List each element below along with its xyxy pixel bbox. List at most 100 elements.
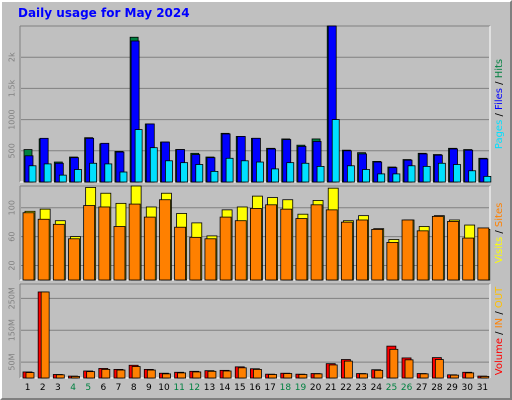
sites-bar (174, 226, 187, 281)
in-bar (177, 372, 187, 379)
legend-volume-in-out-part: / (494, 328, 505, 338)
legend-pages-files-hits-part: Hits (494, 59, 505, 78)
x-tick-label-day-1: 1 (25, 383, 31, 393)
y-tick-label: 1000 (8, 109, 17, 129)
in-bar (450, 374, 459, 379)
y-tick-label: 250M (8, 287, 17, 309)
legend-visits-sites: Visits / Sites (494, 203, 505, 264)
x-tick-label-day-9: 9 (146, 383, 152, 393)
pages-bar (89, 162, 98, 183)
pages-bar (58, 174, 67, 183)
pages-bar (453, 164, 461, 183)
pages-bar (195, 164, 204, 183)
in-bar (86, 371, 96, 379)
sites-bar (462, 237, 475, 281)
in-bar (162, 373, 171, 379)
sites-bar (280, 208, 293, 281)
pages-bar (74, 169, 82, 183)
x-tick-label-day-4: 4 (70, 383, 76, 393)
pages-bar (377, 173, 386, 183)
in-bar (207, 370, 217, 379)
in-bar (146, 369, 156, 379)
in-bar (404, 359, 414, 379)
sites-bar (356, 219, 368, 281)
sites-bar (143, 216, 156, 281)
pages-bar (240, 160, 249, 183)
y-tick-label: 20 (8, 260, 17, 270)
legend-visits-sites-part: Sites (494, 203, 505, 227)
in-bar (313, 373, 323, 379)
in-bar (298, 374, 308, 379)
x-tick-label-day-26: 26 (401, 383, 413, 393)
x-tick-label-day-27: 27 (416, 383, 427, 393)
in-bar (419, 373, 429, 379)
x-tick-label-day-30: 30 (462, 383, 474, 393)
legend-volume-in-out-part: Volume (494, 338, 505, 375)
sites-bar (128, 203, 141, 281)
pages-bar (362, 169, 370, 183)
legend-volume-in-out-part: OUT (494, 286, 505, 308)
legend-volume-in-out: Volume / IN / OUT (494, 286, 505, 375)
sites-bar (52, 223, 65, 281)
legend-visits-sites-part: Visits (494, 237, 505, 264)
legend-pages-files-hits-part: / (494, 78, 505, 88)
pages-bar (225, 157, 234, 183)
in-bar (131, 366, 141, 379)
in-bar (434, 359, 444, 379)
in-bar (71, 376, 80, 379)
in-bar (192, 371, 202, 379)
pages-bar (149, 147, 158, 183)
in-bar (465, 372, 475, 379)
sites-bar (219, 216, 232, 281)
legend-pages-files-hits-part: Files (494, 88, 505, 110)
x-tick-label-day-22: 22 (340, 383, 351, 393)
in-bar (222, 370, 232, 379)
sites-bar (234, 220, 247, 281)
sites-bar (477, 227, 490, 281)
sites-bar (431, 215, 444, 281)
sites-bar (325, 209, 338, 281)
sites-bar (159, 199, 171, 281)
pages-bar (119, 171, 128, 183)
x-tick-label-day-14: 14 (219, 383, 231, 393)
in-bar (268, 374, 277, 379)
sites-bar (310, 204, 323, 281)
pages-bar (407, 165, 416, 183)
pages-bar (104, 163, 113, 183)
in-bar (343, 360, 353, 379)
legend-pages-files-hits-part: Pages (494, 120, 505, 149)
sites-bar (98, 206, 111, 281)
x-tick-label-day-21: 21 (325, 383, 336, 393)
x-tick-label-day-23: 23 (355, 383, 366, 393)
pages-bar (43, 163, 52, 183)
x-tick-label-day-7: 7 (116, 383, 122, 393)
pages-bar (286, 162, 295, 183)
pages-bar (346, 165, 355, 183)
legend-pages-files-hits-part: / (494, 110, 505, 120)
sites-bar (386, 241, 399, 281)
in-bar (55, 374, 65, 379)
x-tick-label-day-11: 11 (173, 383, 184, 393)
sites-bar (37, 218, 50, 281)
y-tick-label: 100 (8, 200, 17, 215)
x-tick-label-day-3: 3 (55, 383, 61, 393)
y-tick-label: 150M (8, 319, 17, 341)
x-tick-label-day-12: 12 (189, 383, 200, 393)
y-tick-label: 2k (8, 52, 17, 62)
in-bar (283, 373, 293, 379)
sites-bar (340, 221, 353, 281)
x-tick-label-day-6: 6 (101, 383, 107, 393)
legend-pages-files-hits: Pages / Files / Hits (494, 59, 505, 149)
x-tick-label-day-19: 19 (295, 383, 307, 393)
sites-bar (371, 228, 384, 281)
sites-bar (22, 212, 35, 281)
x-tick-label-day-5: 5 (85, 383, 91, 393)
sites-bar (265, 204, 277, 281)
in-bar (328, 364, 338, 379)
x-tick-label-day-17: 17 (264, 383, 275, 393)
x-tick-label-day-18: 18 (280, 383, 292, 393)
sites-bar (401, 219, 414, 281)
sites-bar (204, 238, 217, 281)
in-bar (374, 369, 384, 379)
